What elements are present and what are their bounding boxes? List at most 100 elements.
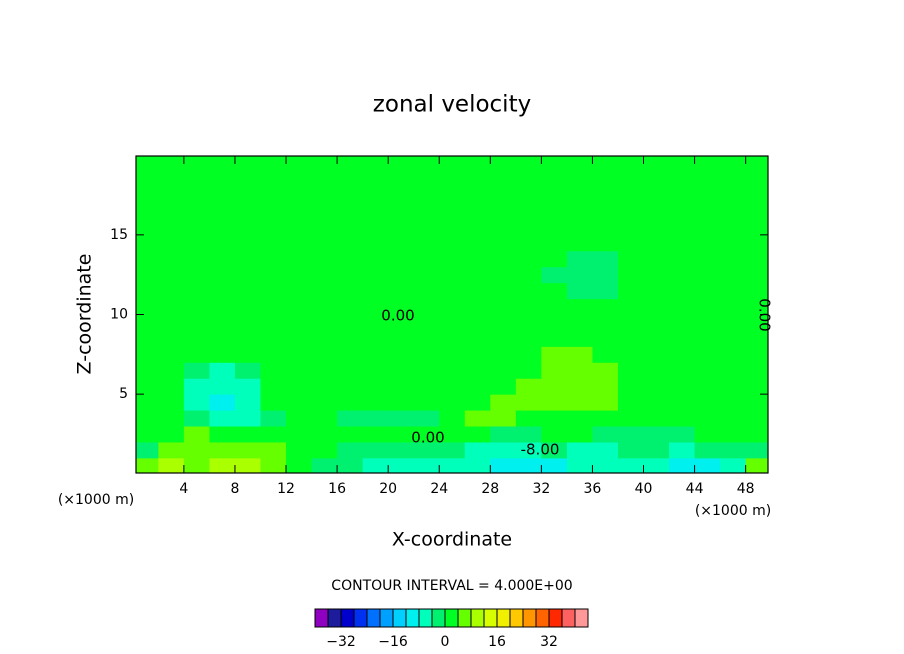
contour-cell (566, 426, 593, 443)
contour-cell (388, 441, 415, 459)
contour-cell (566, 441, 593, 459)
x-tick-label: 12 (277, 481, 295, 497)
contour-cell (617, 156, 645, 172)
contour-cell (158, 394, 185, 411)
contour-cell (337, 394, 364, 411)
contour-cell (464, 266, 491, 284)
contour-cell (362, 394, 389, 411)
contour-cell (413, 266, 440, 284)
contour-cell (413, 156, 440, 172)
contour-cell (158, 298, 185, 315)
colorbar-box (392, 608, 407, 628)
contour-cell (413, 298, 440, 315)
contour-cell (617, 171, 645, 188)
contour-cell (515, 266, 542, 284)
contour-cell (669, 250, 696, 268)
contour-cell (745, 218, 768, 236)
chart-title: zonal velocity (373, 92, 531, 118)
contour-cell (183, 330, 210, 347)
contour-cell (643, 314, 670, 331)
x-tick-label: 40 (635, 481, 653, 497)
contour-cell (669, 218, 696, 236)
contour-cell (669, 457, 696, 473)
contour-cell (158, 441, 185, 459)
contour-cell (720, 426, 747, 443)
contour-cell (515, 410, 542, 427)
contour-cell (337, 410, 364, 427)
contour-cell (136, 362, 159, 379)
contour-cell (643, 362, 670, 379)
contour-cell (745, 457, 768, 473)
contour-cell (311, 362, 338, 379)
x-tick-label: 36 (584, 481, 602, 497)
contour-cell (617, 362, 645, 379)
contour-cell (592, 314, 619, 331)
contour-label: -8.00 (521, 441, 560, 459)
contour-cell (617, 394, 645, 411)
contour-cell (311, 234, 338, 252)
contour-cell (643, 298, 670, 315)
contour-cell (413, 362, 440, 379)
contour-cell (643, 234, 670, 252)
contour-cell (234, 441, 261, 459)
contour-cell (362, 457, 389, 473)
contour-cell (669, 441, 696, 459)
contour-cell (286, 410, 313, 427)
contour-cell (158, 426, 185, 443)
contour-cell (158, 250, 185, 268)
contour-cell (209, 362, 236, 379)
contour-cell (158, 202, 185, 220)
contour-cell (592, 250, 619, 268)
contour-cell (413, 187, 440, 204)
contour-cell (720, 266, 747, 284)
contour-cell (541, 298, 568, 315)
x-axis-label: X-coordinate (392, 529, 512, 551)
contour-cell (566, 171, 593, 188)
contour-cell (720, 378, 747, 395)
contour-cell (183, 234, 210, 252)
contour-cell (311, 410, 338, 427)
contour-cell (566, 218, 593, 236)
contour-cell (541, 394, 568, 411)
contour-cell (209, 202, 236, 220)
contour-cell (260, 171, 287, 188)
contour-cell (720, 156, 747, 172)
contour-cell (439, 266, 466, 284)
contour-cell (136, 202, 159, 220)
contour-cell (720, 234, 747, 252)
contour-cell (388, 250, 415, 268)
colorbar-box (457, 608, 472, 628)
contour-cell (669, 234, 696, 252)
contour-cell (720, 441, 747, 459)
contour-cell (136, 298, 159, 315)
contour-cell (694, 378, 721, 395)
contour-cell (643, 441, 670, 459)
contour-cell (337, 378, 364, 395)
contour-cell (136, 410, 159, 427)
contour-cell (592, 234, 619, 252)
contour-cell (234, 330, 261, 347)
contour-cell (158, 156, 185, 172)
contour-cell (209, 441, 236, 459)
contour-cell (260, 346, 287, 363)
contour-cell (311, 330, 338, 347)
contour-cell (260, 441, 287, 459)
contour-cell (362, 330, 389, 347)
contour-cell (311, 282, 338, 300)
contour-cell (515, 234, 542, 252)
contour-cell (439, 218, 466, 236)
contour-cell (413, 250, 440, 268)
contour-cell (490, 394, 517, 411)
contour-cell (745, 202, 768, 220)
contour-cell (337, 314, 364, 331)
contour-cell (439, 298, 466, 315)
contour-cell (158, 457, 185, 473)
contour-cell (566, 250, 593, 268)
contour-cell (694, 234, 721, 252)
contour-cell (643, 346, 670, 363)
contour-cell (694, 330, 721, 347)
contour-cell (515, 156, 542, 172)
contour-cell (388, 330, 415, 347)
contour-cell (260, 426, 287, 443)
